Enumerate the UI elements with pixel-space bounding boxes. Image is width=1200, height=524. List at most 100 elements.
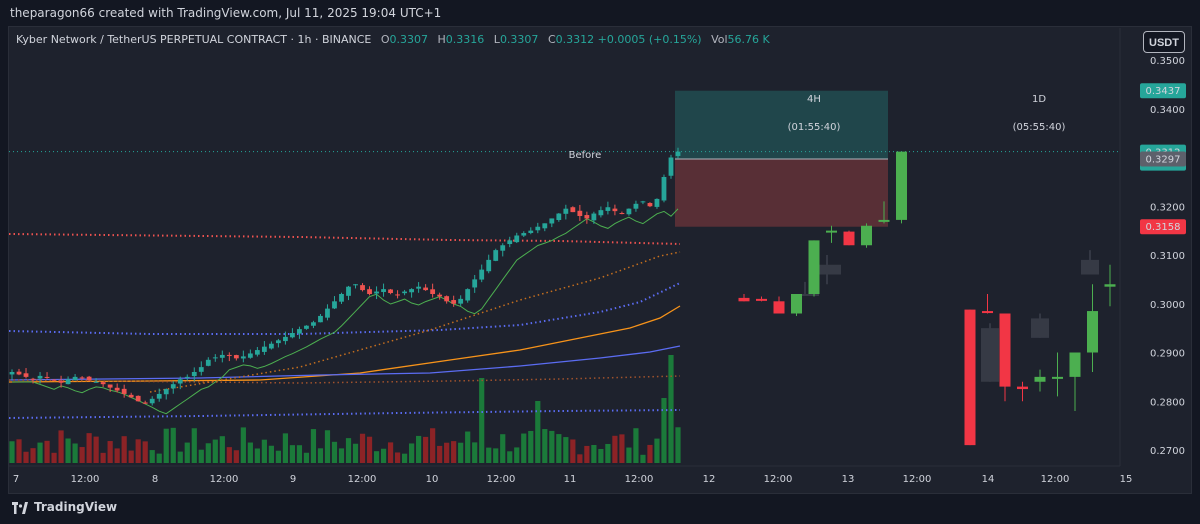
volume-bar [93, 436, 99, 463]
volume-bar [458, 442, 464, 463]
candle [388, 289, 393, 294]
chart-title: theparagon66 created with TradingView.co… [10, 6, 442, 20]
volume-bar [542, 429, 548, 463]
volume-bar [507, 451, 513, 463]
candle [556, 213, 562, 220]
projection-1d-candle [1104, 284, 1116, 287]
volume-bar [352, 443, 359, 463]
volume-bar [577, 454, 583, 463]
candle [507, 240, 513, 245]
projection-4h-candle [878, 219, 890, 222]
projection-1d-candle [1034, 376, 1046, 382]
candle [479, 269, 485, 280]
symbol-info[interactable]: Kyber Network / TetherUS PERPETUAL CONTR… [16, 33, 372, 46]
volume-bar [640, 454, 646, 463]
volume-bar [654, 438, 660, 463]
candle [23, 373, 29, 377]
volume-bar [30, 448, 36, 463]
projection-4h-candle [843, 231, 855, 246]
orange-ema [9, 305, 681, 383]
candle [381, 289, 386, 293]
candle [283, 336, 288, 342]
volume-bar [65, 438, 71, 463]
candle [142, 402, 148, 404]
price-tick: 0.3500 [1150, 56, 1185, 67]
volume-bar [177, 451, 183, 463]
candle [65, 379, 71, 385]
time-tick: 9 [290, 474, 296, 485]
tradingview-logo-icon [12, 501, 28, 514]
volume-bar [409, 443, 415, 463]
volume-bar [240, 427, 246, 463]
candle [577, 210, 583, 216]
volume-bar [598, 448, 604, 463]
volume-bar [549, 430, 555, 463]
volume-bar [359, 433, 366, 463]
price-label: 0.3437 [1146, 86, 1181, 97]
volume-bar [338, 448, 345, 463]
candle [212, 357, 218, 359]
volume-bar [191, 428, 197, 463]
time-tick: 8 [152, 474, 158, 485]
projection-4h-candle [791, 294, 802, 314]
candle [458, 298, 464, 304]
candle [9, 372, 15, 375]
price-label: 0.3297 [1146, 154, 1181, 165]
projection-4h-candle [861, 225, 872, 246]
projection-1d-candle [1087, 311, 1098, 353]
candle [346, 286, 351, 296]
price-tick: 0.2700 [1150, 446, 1185, 457]
open-value: 0.3307 [389, 33, 429, 46]
volume-bar [121, 436, 127, 463]
projection-4h-timer: (01:55:40) [788, 122, 841, 133]
time-tick: 10 [426, 474, 439, 485]
candle [254, 350, 260, 355]
time-tick: 12:00 [348, 474, 377, 485]
candle [163, 389, 169, 395]
candle [233, 355, 239, 359]
volume-bar [9, 441, 15, 463]
volume-bar [437, 445, 443, 463]
candle [170, 384, 176, 389]
volume-bar [219, 436, 225, 463]
price-tick: 0.3000 [1150, 300, 1185, 311]
volume-bar [23, 451, 29, 463]
volume-value: 56.76 K [727, 33, 770, 46]
candle [311, 322, 316, 326]
candle [128, 394, 134, 398]
candle [114, 387, 120, 391]
close-value: 0.3312 [555, 33, 595, 46]
time-tick: 12:00 [1041, 474, 1070, 485]
projection-4h-candle [826, 230, 837, 233]
candle [367, 289, 372, 294]
volume-bar [500, 434, 506, 463]
candle [191, 372, 197, 377]
candle [472, 279, 478, 288]
volume-bar [303, 452, 310, 463]
candle [647, 203, 653, 207]
volume-bar [451, 441, 457, 463]
candle [668, 157, 674, 176]
candle [584, 215, 590, 219]
candle [100, 382, 106, 385]
projection-1d-candle [1052, 376, 1063, 379]
volume-bar [324, 430, 331, 463]
volume-bar [633, 428, 639, 463]
projection-4h-candle [808, 240, 820, 294]
volume-bar [233, 450, 239, 463]
tradingview-brand[interactable]: TradingView [12, 500, 117, 514]
projection-1d-candle [964, 309, 976, 446]
candle [598, 210, 604, 216]
time-tick: 15 [1120, 474, 1133, 485]
chart-canvas[interactable]: 4H (01:55:40) 1D (05:55:40) Before 0.3500 0.34… [0, 0, 1200, 494]
currency-button[interactable]: USDT [1143, 31, 1185, 53]
blue-dotted-indicator-lower [9, 409, 681, 419]
volume-bar [79, 447, 85, 463]
candle [219, 354, 225, 358]
candle [500, 245, 506, 251]
price-tick: 0.3200 [1150, 202, 1185, 213]
projection-4h-candle [896, 151, 907, 220]
volume-bar [170, 427, 176, 463]
price-tick: 0.3400 [1150, 105, 1185, 116]
time-tick: 12:00 [764, 474, 793, 485]
